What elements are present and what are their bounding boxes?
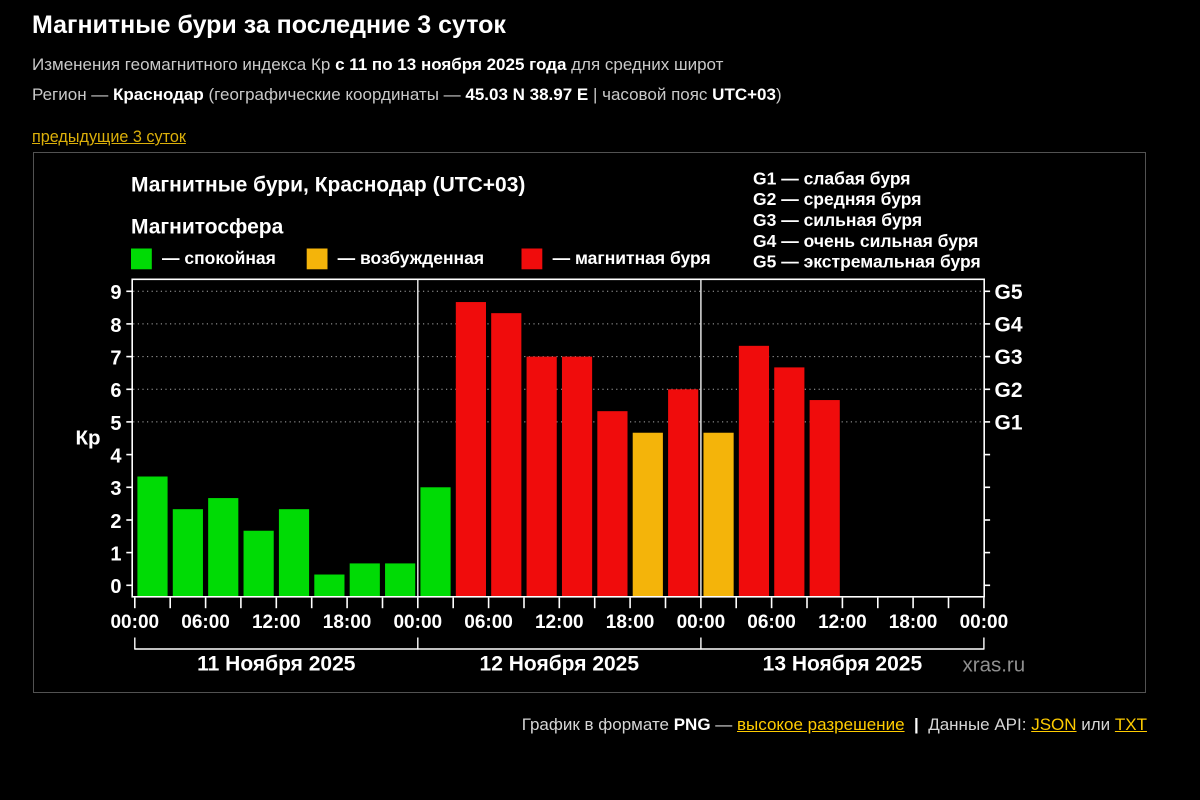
svg-text:7: 7 [110,348,121,370]
svg-text:00:00: 00:00 [960,612,1009,633]
svg-text:xras.ru: xras.ru [963,654,1026,677]
svg-text:12:00: 12:00 [252,612,301,633]
svg-text:6: 6 [110,380,121,402]
svg-text:00:00: 00:00 [393,612,442,633]
svg-text:00:00: 00:00 [110,612,159,633]
svg-text:00:00: 00:00 [677,612,726,633]
svg-text:Магнитосфера: Магнитосфера [131,216,284,239]
svg-text:13 Ноября 2025: 13 Ноября 2025 [763,653,923,676]
svg-text:2: 2 [110,511,121,533]
svg-text:G3: G3 [995,346,1023,369]
svg-text:4: 4 [110,446,122,468]
svg-text:12 Ноября 2025: 12 Ноября 2025 [480,653,640,676]
svg-text:— возбужденная: — возбужденная [338,248,484,268]
svg-text:11 Ноября 2025: 11 Ноября 2025 [197,653,356,676]
svg-text:1: 1 [110,544,121,566]
svg-text:12:00: 12:00 [818,612,867,633]
svg-text:06:00: 06:00 [464,612,513,633]
svg-text:G1 — слабая буря: G1 — слабая буря [753,168,911,188]
svg-text:06:00: 06:00 [747,612,796,633]
svg-text:18:00: 18:00 [323,612,372,633]
svg-text:0: 0 [110,576,121,598]
svg-text:18:00: 18:00 [606,612,655,633]
svg-text:5: 5 [110,413,121,435]
svg-text:3: 3 [110,478,121,500]
svg-text:G2 — средняя буря: G2 — средняя буря [753,189,921,209]
svg-text:— магнитная буря: — магнитная буря [553,248,711,268]
svg-text:G4: G4 [995,314,1023,337]
svg-text:12:00: 12:00 [535,612,584,633]
svg-text:06:00: 06:00 [181,612,230,633]
svg-text:G1: G1 [995,412,1023,435]
svg-text:18:00: 18:00 [889,612,938,633]
svg-text:G5: G5 [995,281,1023,304]
svg-text:G2: G2 [995,379,1023,402]
svg-text:9: 9 [110,282,121,304]
svg-text:8: 8 [110,315,121,337]
svg-text:G3 — сильная буря: G3 — сильная буря [753,210,922,230]
svg-text:— спокойная: — спокойная [162,248,276,268]
svg-text:Магнитные бури, Краснодар (UTC: Магнитные бури, Краснодар (UTC+03) [131,174,525,197]
svg-text:G4 — очень сильная буря: G4 — очень сильная буря [753,231,978,251]
svg-text:G5 — экстремальная буря: G5 — экстремальная буря [753,252,981,272]
svg-text:Кр: Кр [76,427,101,450]
